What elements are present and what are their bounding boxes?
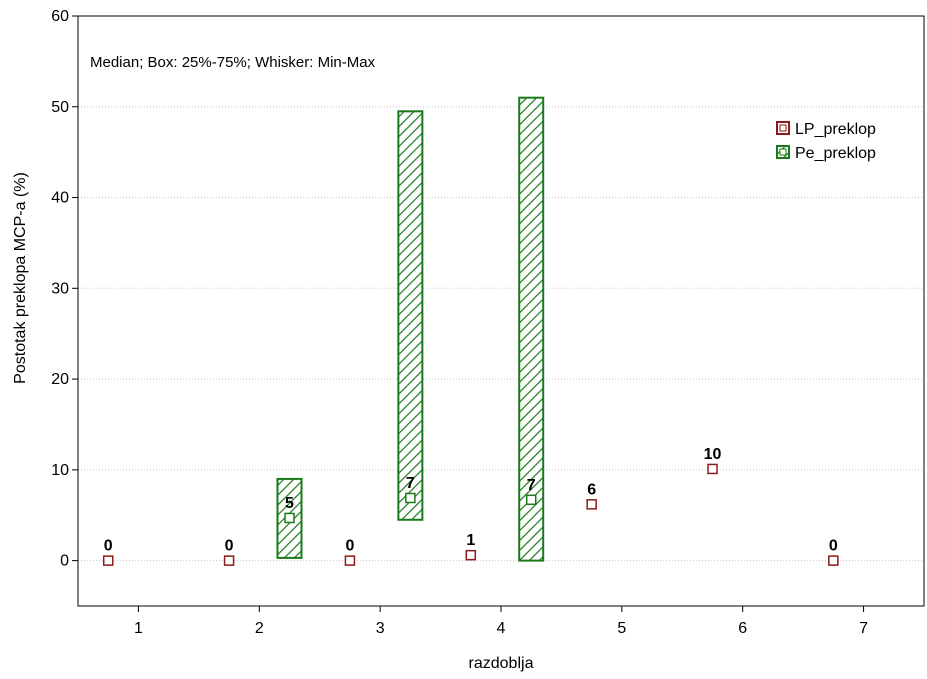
x-tick-label: 1 — [134, 620, 143, 637]
y-tick-label: 60 — [51, 8, 69, 25]
plot-area-frame — [77, 15, 925, 607]
lp-preklop-median-marker — [707, 463, 718, 475]
data-labels: 0 0 0 1 6 10 0 5 7 7 — [104, 446, 838, 555]
pe-preklop-box — [397, 110, 424, 521]
pe-preklop-median-marker — [284, 512, 295, 524]
legend: LP_preklop Pe_preklop — [776, 121, 876, 162]
y-tick-label: 20 — [51, 371, 69, 388]
chart-note: Median; Box: 25%-75%; Whisker: Min-Max — [90, 54, 376, 71]
x-tick-label: 2 — [255, 620, 264, 637]
lp-preklop-median-label: 1 — [466, 532, 475, 549]
lp-preklop-median-label: 0 — [225, 538, 234, 555]
x-axis: 1 2 3 4 5 6 7 — [134, 606, 868, 637]
pe-preklop-box — [518, 96, 545, 562]
pe-preklop-median-marker — [525, 494, 537, 506]
lp-preklop-median-label: 0 — [345, 538, 354, 555]
x-tick-label: 7 — [859, 620, 868, 637]
lp-preklop-median-label: 10 — [704, 446, 722, 463]
y-tick-label: 40 — [51, 190, 69, 207]
lp-preklop-median-marker — [828, 555, 839, 566]
x-tick-label: 5 — [617, 620, 626, 637]
legend-marker-pe-preklop-inner — [779, 148, 787, 156]
lp-preklop-median-marker — [465, 549, 477, 561]
pe-preklop-median-label: 7 — [527, 477, 536, 494]
legend-label-pe-preklop: Pe_preklop — [795, 145, 876, 162]
gridlines — [78, 106, 924, 562]
lp-preklop-median-label: 0 — [104, 538, 113, 555]
y-tick-label: 10 — [51, 462, 69, 479]
pe-preklop-median-marker — [405, 492, 416, 504]
legend-label-lp-preklop: LP_preklop — [795, 121, 876, 138]
series-medians — [102, 463, 839, 566]
series-boxes — [276, 96, 545, 562]
y-tick-label: 0 — [60, 553, 69, 570]
legend-marker-lp-preklop-inner — [779, 124, 787, 132]
x-tick-label: 3 — [376, 620, 385, 637]
y-tick-label: 30 — [51, 280, 69, 297]
pe-preklop-median-label: 5 — [285, 495, 294, 512]
lp-preklop-median-marker — [102, 555, 114, 566]
y-tick-label: 50 — [51, 99, 69, 116]
lp-preklop-median-marker — [223, 555, 235, 566]
lp-preklop-median-label: 0 — [829, 538, 838, 555]
lp-preklop-median-label: 6 — [587, 481, 596, 498]
pe-preklop-median-label: 7 — [406, 475, 415, 492]
x-tick-label: 4 — [497, 620, 506, 637]
x-tick-label: 6 — [738, 620, 747, 637]
lp-preklop-median-marker — [586, 499, 597, 510]
lp-preklop-median-marker — [344, 555, 356, 566]
y-axis-title: Postotak preklopa MCP-a (%) — [12, 172, 29, 384]
x-axis-title: razdoblja — [469, 655, 534, 672]
y-axis: 0 10 20 30 40 50 60 — [51, 8, 78, 570]
